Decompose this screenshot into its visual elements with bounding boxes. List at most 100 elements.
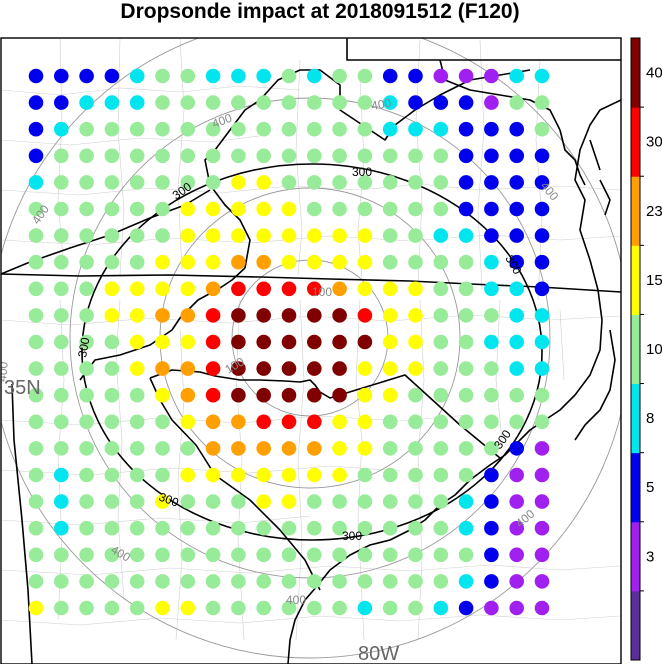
impact-dot [180,494,196,509]
impact-dot [281,547,297,563]
colorbar-tick-label: 23 [646,203,662,220]
impact-dot [382,494,398,509]
impact-dot [231,574,246,589]
impact-dot [509,547,524,563]
impact-dot [332,361,347,376]
impact-dot [205,547,221,563]
impact-dot [382,121,398,137]
impact-dot [408,494,423,509]
impact-dot [231,281,246,297]
colorbar-tick-label: 5 [646,479,654,496]
impact-dot [332,201,347,217]
impact-dot [509,520,524,536]
impact-dot [155,281,170,297]
impact-dot [79,441,94,456]
impact-dot [205,467,221,483]
impact-dot [484,441,499,456]
impact-dot [104,254,120,270]
impact-dot [281,68,297,84]
impact-dot [332,228,347,243]
impact-dot [534,334,550,350]
impact-dot [104,441,120,456]
impact-dot [79,494,94,509]
impact-dot [129,387,145,403]
impact-dot [104,228,120,243]
impact-dot [79,334,94,350]
chart-title: Dropsonde impact at 2018091512 (F120) [120,0,520,23]
impact-dot [28,68,44,84]
impact-dot [307,254,322,270]
impact-dot [458,414,474,430]
impact-dot [155,467,170,483]
impact-dot [382,441,398,456]
impact-dot [357,95,373,110]
colorbar-tick-label: 3 [646,548,654,565]
impact-dot [155,441,170,456]
impact-dot [458,201,474,217]
impact-dot [54,467,69,483]
impact-dot [484,334,499,350]
impact-dot [332,148,347,164]
impact-dot [458,281,474,297]
impact-dot [458,441,474,456]
impact-dot [534,494,550,509]
impact-dot [281,308,297,323]
colorbar-segment [631,245,640,315]
pa-md-border [346,38,621,61]
impact-dot [104,494,120,509]
impact-dot [307,201,322,217]
impact-dot [433,547,449,563]
impact-dot [408,95,423,110]
impact-dot [54,600,69,616]
impact-dot [129,334,145,350]
impact-dot [79,68,94,84]
impact-dot [205,361,221,376]
impact-dot [534,414,550,430]
impact-dot [155,574,170,589]
impact-dot [307,148,322,164]
impact-dot [180,467,196,483]
impact-dot [307,175,322,190]
impact-dot [484,387,499,403]
impact-dot [79,175,94,190]
impact-dot [79,121,94,137]
impact-dot [408,148,423,164]
impact-dot [180,547,196,563]
impact-dot [28,121,44,137]
impact-dot [79,414,94,430]
impact-dot [256,334,272,350]
impact-dot [28,361,44,376]
impact-dot [382,467,398,483]
impact-dot [205,494,221,509]
impact-dot [307,414,322,430]
impact-dot [28,467,44,483]
impact-dot [281,228,297,243]
impact-dot [79,574,94,589]
impact-dot [484,520,499,536]
impact-dot [205,387,221,403]
impact-dot [458,574,474,589]
impact-dot [332,547,347,563]
impact-dot [256,68,272,84]
impact-dot [307,361,322,376]
impact-dot [307,387,322,403]
impact-dot [433,281,449,297]
impact-dot [129,175,145,190]
impact-dot [534,361,550,376]
impact-dot [205,148,221,164]
impact-dot [155,387,170,403]
impact-dot [28,494,44,509]
impact-dot [332,494,347,509]
impact-dot [281,121,297,137]
impact-dot [180,361,196,376]
impact-dot [433,148,449,164]
impact-dot [256,467,272,483]
impact-dot [281,95,297,110]
impact-dot [231,361,246,376]
colorbar-segment [631,590,640,661]
impact-dot [408,201,423,217]
impact-dot [129,201,145,217]
impact-dot [458,334,474,350]
impact-dot [231,95,246,110]
impact-dot [281,281,297,297]
